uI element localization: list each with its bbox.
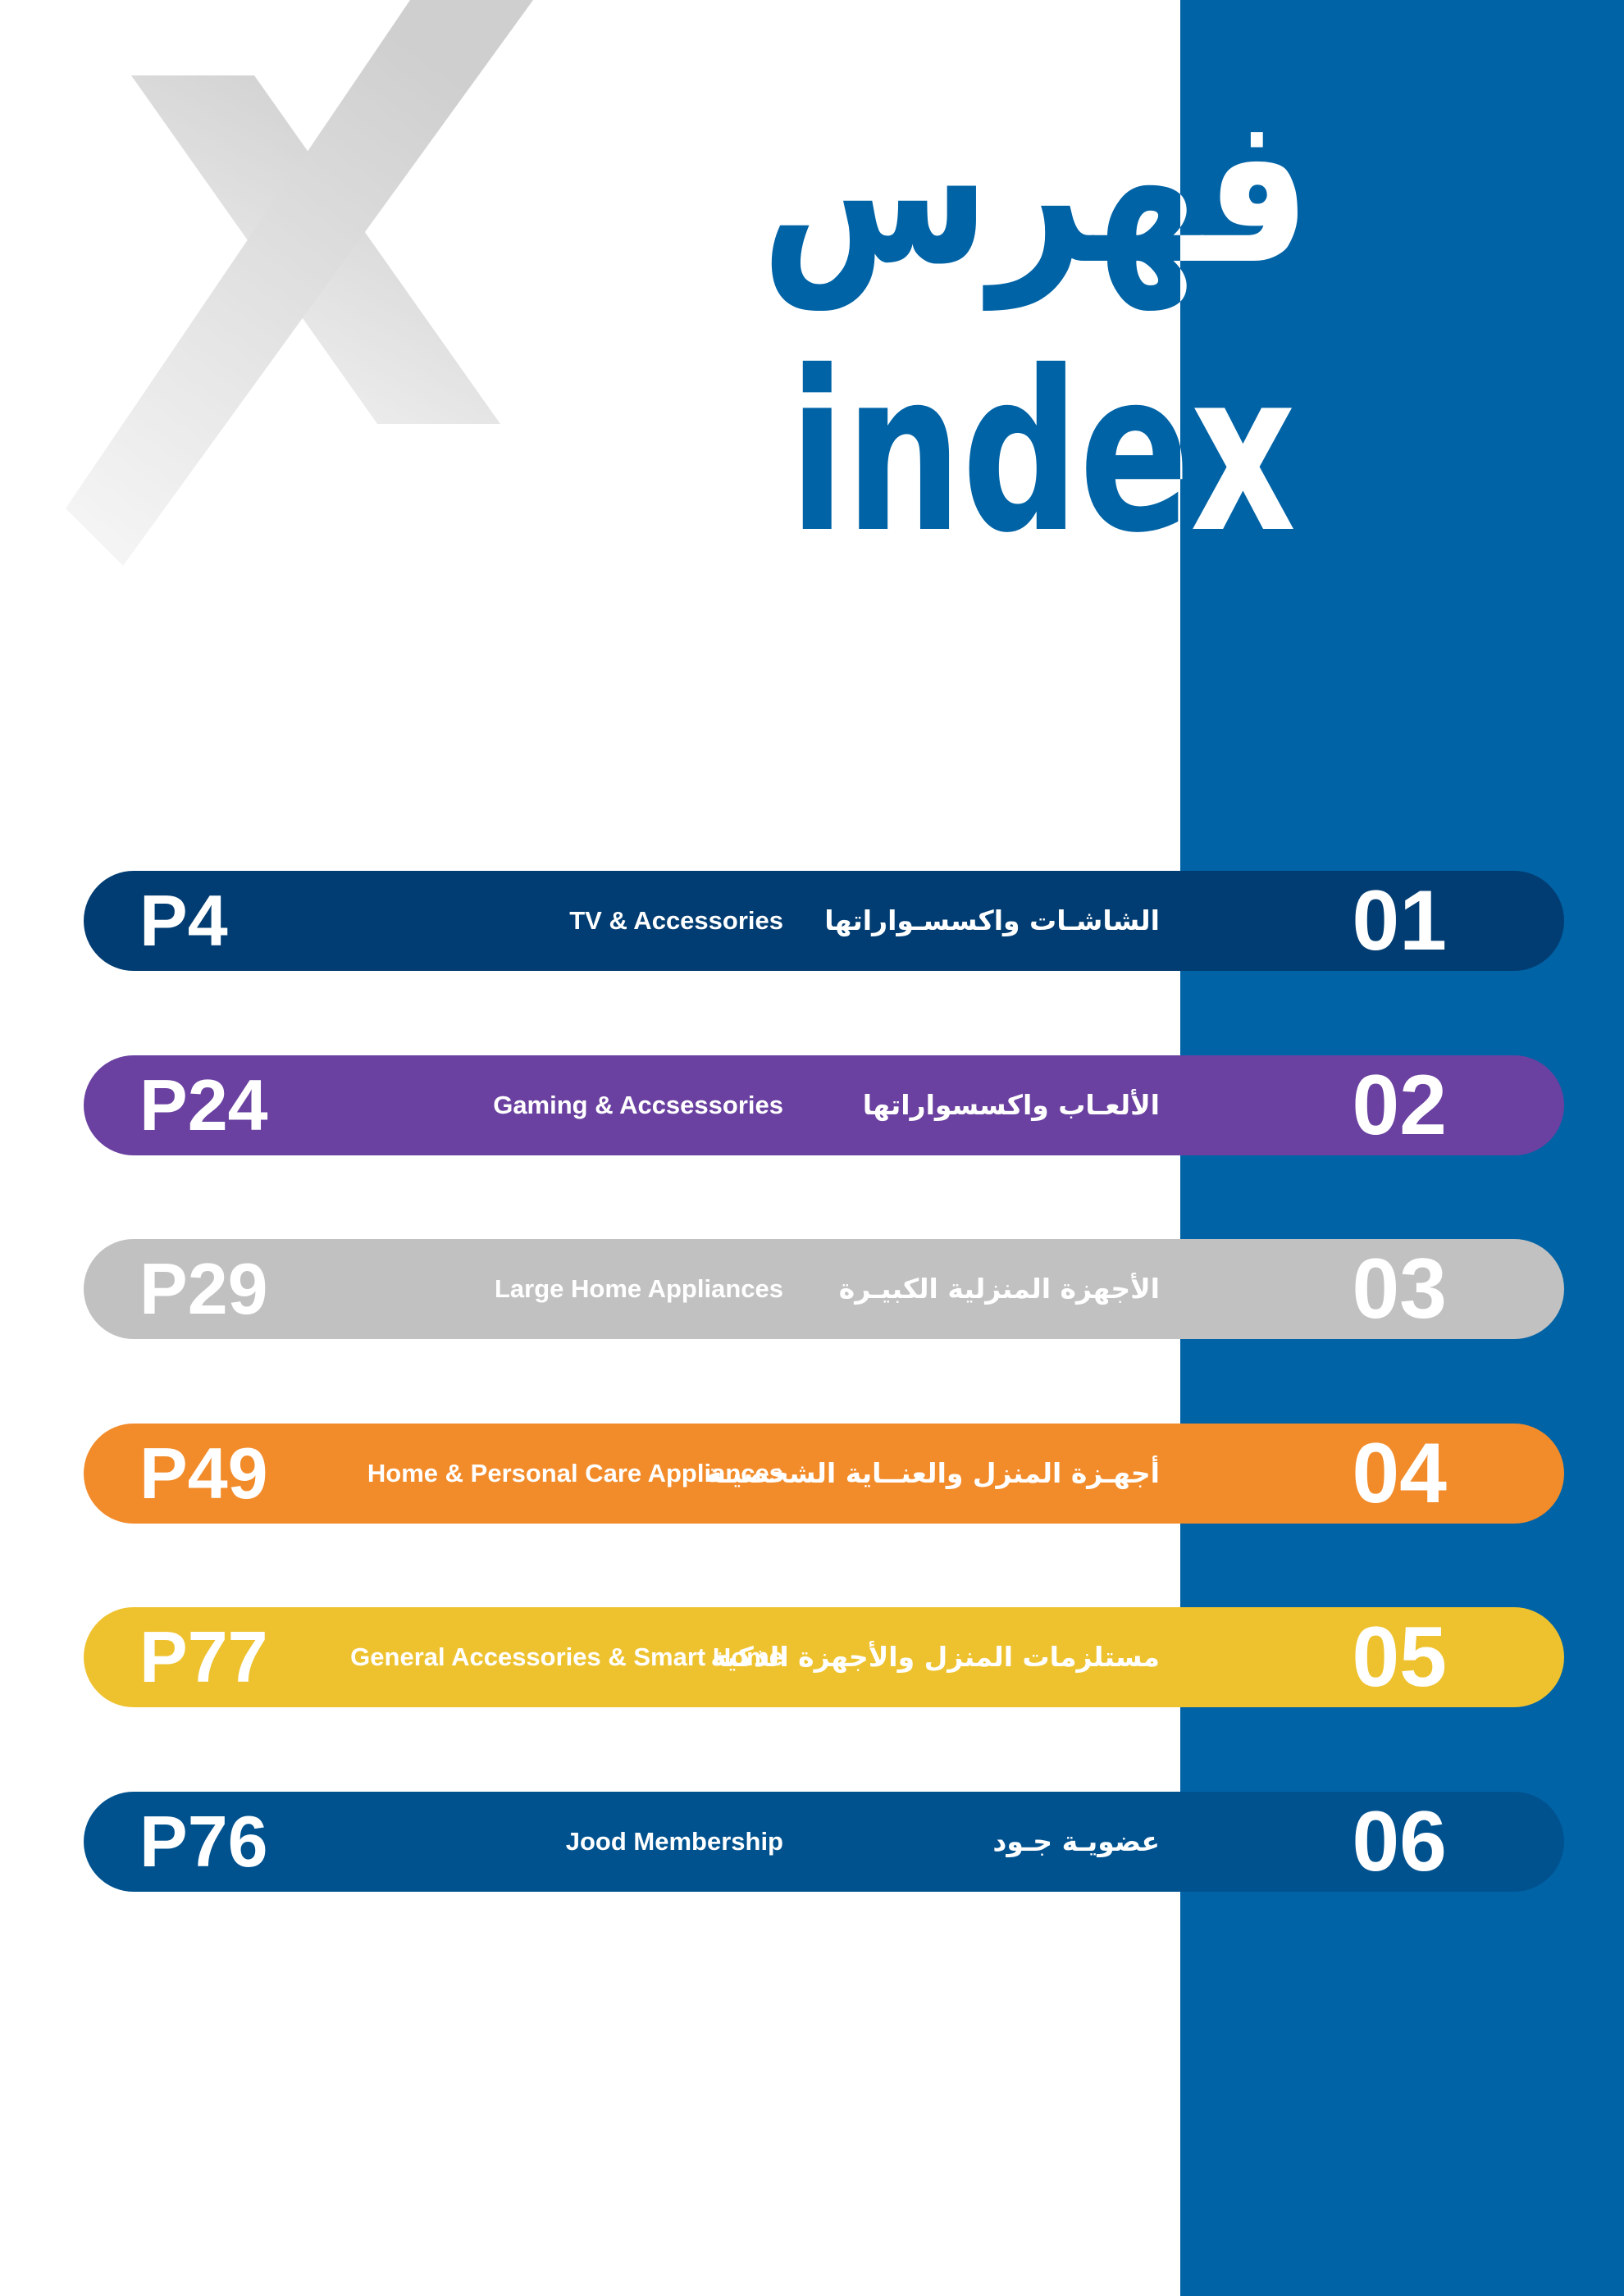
section-en: Jood Membership [565, 1827, 783, 1856]
section-ar: الشاشـات واكسسـواراتها [824, 904, 1160, 936]
page-number: P77 [139, 1616, 268, 1698]
title-ar: فهرس [761, 71, 1311, 312]
section-ar: مستلزمات المنزل والأجهزة الذكية [710, 1641, 1160, 1674]
section-ar: الأجهزة المنزلية الكبيـرة [838, 1273, 1160, 1305]
index-row[interactable]: P76 Jood Membership عضويـة جـود 06 [84, 1792, 1564, 1892]
title-ar: فهرس [761, 71, 1311, 312]
index-row[interactable]: P24 Gaming & Accsessories الألعـاب واكسسوا… [84, 1055, 1564, 1155]
section-en: Home & Personal Care Appliances [367, 1458, 783, 1487]
section-number: 06 [1352, 1794, 1447, 1889]
index-row[interactable]: P77 General Accessories & Smart Home مستلز… [84, 1607, 1564, 1708]
section-number: 04 [1352, 1425, 1447, 1521]
section-en: Large Home Appliances [494, 1274, 783, 1304]
section-ar: الألعـاب واكسسواراتها [862, 1088, 1160, 1121]
page-number: P49 [139, 1432, 268, 1514]
page-number: P4 [139, 880, 228, 961]
index-row[interactable]: P49 Home & Personal Care Appliances أجهـزة… [84, 1423, 1564, 1524]
section-en: TV & Accessories [569, 906, 783, 935]
section-number: 01 [1352, 873, 1447, 968]
watermark-x [66, 0, 533, 566]
section-number: 05 [1352, 1610, 1447, 1706]
title-en: index [789, 323, 1296, 581]
section-ar: عضويـة جـود [992, 1825, 1160, 1857]
index-row[interactable]: P4 TV & Accessories الشاشـات واكسسـواراتها… [84, 871, 1564, 971]
title-en: index [789, 323, 1296, 581]
section-en: General Accessories & Smart Home [350, 1642, 783, 1672]
section-en: Gaming & Accsessories [493, 1090, 783, 1119]
section-number: 03 [1352, 1241, 1447, 1337]
page-number: P29 [139, 1248, 268, 1330]
index-row[interactable]: P29 Large Home Appliances الأجهزة المنزلية… [84, 1239, 1564, 1340]
page-number: P76 [139, 1801, 268, 1882]
section-number: 02 [1352, 1057, 1447, 1153]
page-number: P24 [139, 1064, 268, 1146]
section-ar: أجهـزة المنزل والعنــاية الشخصيـة [705, 1456, 1160, 1489]
